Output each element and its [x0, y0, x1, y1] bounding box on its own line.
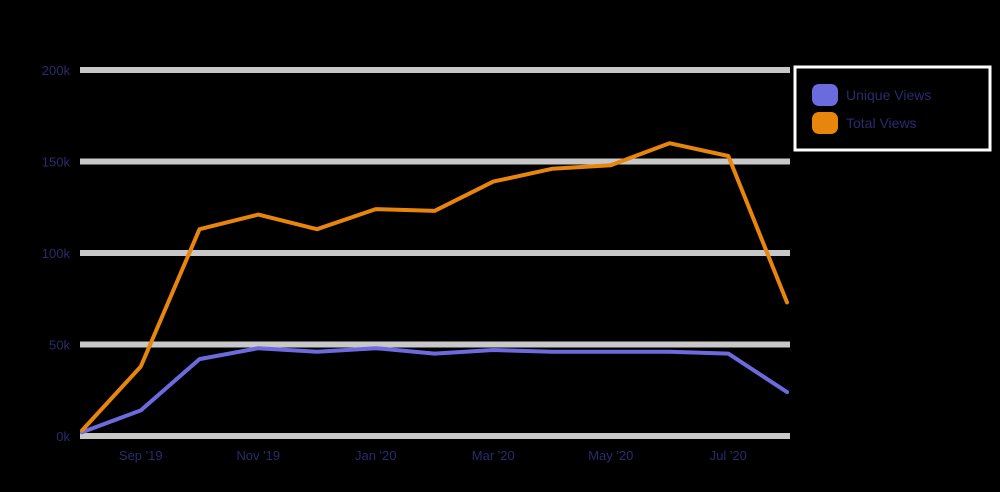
legend-swatch — [812, 84, 838, 106]
gridline-4 — [80, 67, 790, 73]
legend-label: Total Views — [846, 115, 917, 131]
grid-layer — [80, 67, 790, 439]
x-tick-label: Mar '20 — [472, 448, 515, 463]
gridline-0 — [80, 433, 790, 439]
x-tick-label: Jan '20 — [355, 448, 397, 463]
legend-item-unique-views[interactable]: Unique Views — [812, 84, 931, 106]
x-tick-label: Sep '19 — [119, 448, 163, 463]
x-tick-label: May '20 — [588, 448, 633, 463]
series-layer — [80, 141, 789, 435]
gridline-2 — [80, 250, 790, 256]
series-line-total-views — [80, 141, 789, 433]
y-tick-label: 200k — [42, 63, 71, 78]
y-axis-ticks: 0k 50k 100k 150k 200k — [42, 63, 71, 444]
x-axis-ticks: Sep '19 Nov '19 Jan '20 Mar '20 May '20 Jul '… — [119, 448, 747, 463]
y-tick-label: 50k — [49, 338, 70, 353]
legend-label: Unique Views — [846, 87, 931, 103]
x-tick-label: Nov '19 — [236, 448, 280, 463]
gridline-3 — [80, 158, 790, 165]
series-line-unique-views — [80, 346, 789, 435]
legend[interactable]: Unique Views Total Views — [793, 65, 992, 152]
legend-box — [793, 65, 992, 152]
legend-item-total-views[interactable]: Total Views — [812, 112, 917, 134]
legend-swatch — [812, 112, 838, 134]
y-tick-label: 0k — [56, 429, 70, 444]
y-tick-label: 100k — [42, 246, 71, 261]
x-tick-label: Jul '20 — [710, 448, 747, 463]
y-tick-label: 150k — [42, 155, 71, 170]
gridline-1 — [80, 341, 790, 348]
